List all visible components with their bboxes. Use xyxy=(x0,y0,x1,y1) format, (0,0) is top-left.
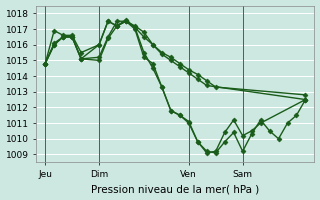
X-axis label: Pression niveau de la mer( hPa ): Pression niveau de la mer( hPa ) xyxy=(91,184,260,194)
